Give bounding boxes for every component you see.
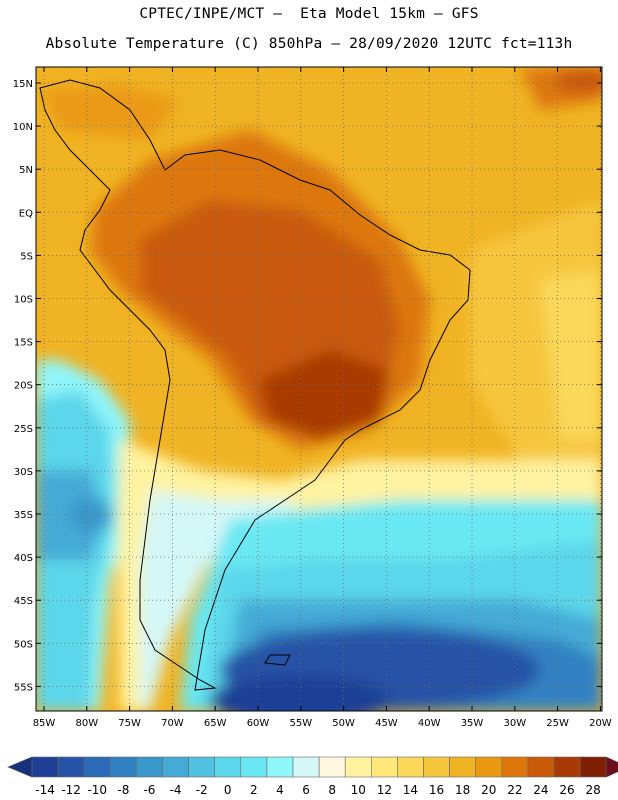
lon-tick-label: 55W bbox=[289, 718, 312, 729]
lat-tick-label: 5S bbox=[20, 251, 33, 262]
lon-tick-label: 25W bbox=[546, 718, 569, 729]
colorbar-label: 20 bbox=[481, 783, 496, 797]
colorbar-label: 16 bbox=[429, 783, 444, 797]
colorbar-swatch bbox=[553, 756, 581, 778]
colorbar-label: 6 bbox=[302, 783, 310, 797]
colorbar-swatch bbox=[188, 756, 216, 778]
lat-tick-label: 35S bbox=[14, 510, 33, 521]
map-frame bbox=[35, 66, 603, 712]
lat-tick-label: EQ bbox=[19, 208, 33, 219]
colorbar: -14 -12 -10 -8 -6 -4 -2 0 2 4 6 8 10 12 14 16 18 20 22 24 26… bbox=[7, 756, 618, 797]
colorbar-swatch bbox=[579, 756, 607, 778]
colorbar-label: 24 bbox=[533, 783, 548, 797]
chart-title-line2: Absolute Temperature (C) 850hPa – 28/09/… bbox=[45, 36, 573, 52]
colorbar-label: -10 bbox=[87, 783, 107, 797]
colorbar-swatch bbox=[449, 756, 477, 778]
colorbar-label: 26 bbox=[559, 783, 574, 797]
colorbar-swatch bbox=[370, 756, 398, 778]
colorbar-under-arrow bbox=[7, 756, 33, 778]
lon-tick-label: 60W bbox=[247, 718, 270, 729]
colorbar-label: 10 bbox=[351, 783, 366, 797]
colorbar-swatch bbox=[57, 756, 85, 778]
lat-tick-label: 45S bbox=[14, 596, 33, 607]
colorbar-swatch bbox=[136, 756, 163, 778]
colorbar-swatch bbox=[397, 756, 424, 778]
axis-ticks: 15N 10N 5N EQ 5S 10S 15S 20S 25S 30S 35S 40S 45S 50S 5… bbox=[13, 67, 612, 729]
colorbar-swatch bbox=[292, 756, 320, 778]
colorbar-label: 14 bbox=[403, 783, 418, 797]
lat-tick-label: 15S bbox=[14, 338, 33, 349]
colorbar-swatch bbox=[31, 756, 59, 778]
colorbar-label: 2 bbox=[250, 783, 258, 797]
colorbar-label: 12 bbox=[377, 783, 392, 797]
colorbar-swatch bbox=[214, 756, 242, 778]
colorbar-label: 28 bbox=[586, 783, 601, 797]
lon-tick-label: 40W bbox=[418, 718, 441, 729]
colorbar-swatch bbox=[344, 756, 372, 778]
lat-tick-label: 30S bbox=[14, 467, 33, 478]
colorbar-label: -4 bbox=[170, 783, 182, 797]
lon-tick-label: 65W bbox=[204, 718, 227, 729]
colorbar-label: -14 bbox=[35, 783, 55, 797]
chart-title-line1: CPTEC/INPE/MCT – Eta Model 15km – GFS bbox=[139, 6, 479, 22]
lon-tick-label: 30W bbox=[503, 718, 526, 729]
colorbar-label: 4 bbox=[276, 783, 284, 797]
lon-tick-label: 85W bbox=[33, 718, 56, 729]
lon-tick-label: 35W bbox=[461, 718, 484, 729]
colorbar-label: -12 bbox=[61, 783, 81, 797]
colorbar-swatch bbox=[162, 756, 189, 778]
colorbar-swatch bbox=[501, 756, 529, 778]
colorbar-label: 0 bbox=[224, 783, 232, 797]
lat-tick-label: 20S bbox=[14, 381, 33, 392]
coastlines bbox=[39, 79, 471, 691]
colorbar-swatch bbox=[423, 756, 450, 778]
colorbar-label: 18 bbox=[455, 783, 470, 797]
lon-tick-label: 70W bbox=[161, 718, 184, 729]
colorbar-swatch bbox=[240, 756, 268, 778]
lat-tick-label: 10N bbox=[13, 122, 33, 133]
lon-tick-label: 20W bbox=[589, 718, 612, 729]
temperature-field bbox=[36, 67, 602, 711]
lon-tick-label: 75W bbox=[118, 718, 141, 729]
colorbar-swatch bbox=[110, 756, 137, 778]
lat-tick-label: 25S bbox=[14, 424, 33, 435]
colorbar-label: -2 bbox=[196, 783, 208, 797]
colorbar-swatch bbox=[318, 756, 346, 778]
colorbar-label: 22 bbox=[507, 783, 522, 797]
colorbar-swatch bbox=[475, 756, 503, 778]
lat-tick-label: 15N bbox=[13, 79, 33, 90]
colorbar-label: -8 bbox=[117, 783, 129, 797]
lon-tick-label: 50W bbox=[332, 718, 355, 729]
lon-tick-label: 80W bbox=[75, 718, 98, 729]
colorbar-over-arrow bbox=[605, 756, 618, 778]
lat-tick-label: 55S bbox=[14, 682, 33, 693]
lat-tick-label: 40S bbox=[14, 553, 33, 564]
lat-tick-label: 10S bbox=[14, 295, 33, 306]
lat-tick-label: 5N bbox=[19, 165, 33, 176]
colorbar-swatch bbox=[527, 756, 555, 778]
colorbar-swatch bbox=[266, 756, 294, 778]
colorbar-label: -6 bbox=[143, 783, 155, 797]
lat-tick-label: 50S bbox=[14, 639, 33, 650]
graticule bbox=[36, 67, 602, 711]
colorbar-label: 8 bbox=[328, 783, 336, 797]
lon-tick-label: 45W bbox=[375, 718, 398, 729]
colorbar-swatch bbox=[83, 756, 111, 778]
